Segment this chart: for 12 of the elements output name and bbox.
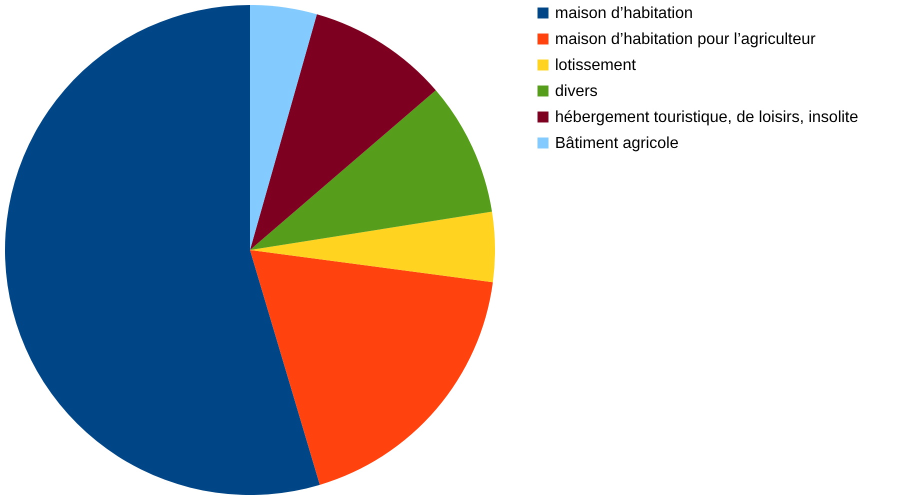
pie-slice: [250, 5, 317, 250]
pie-slice: [250, 212, 495, 282]
legend-label: Bâtiment agricole: [555, 135, 679, 152]
pie-slice: [250, 14, 436, 250]
legend-label: lotissement: [555, 57, 636, 74]
pie-slice: [250, 90, 492, 250]
legend-label: maison d’habitation pour l’agriculteur: [555, 31, 816, 48]
legend-label: hébergement touristique, de loisirs, insolite: [555, 109, 858, 126]
legend-label: divers: [555, 83, 598, 100]
pie-slice: [5, 5, 320, 495]
pie-slice: [250, 250, 493, 485]
legend-label: maison d’habitation: [555, 5, 693, 22]
